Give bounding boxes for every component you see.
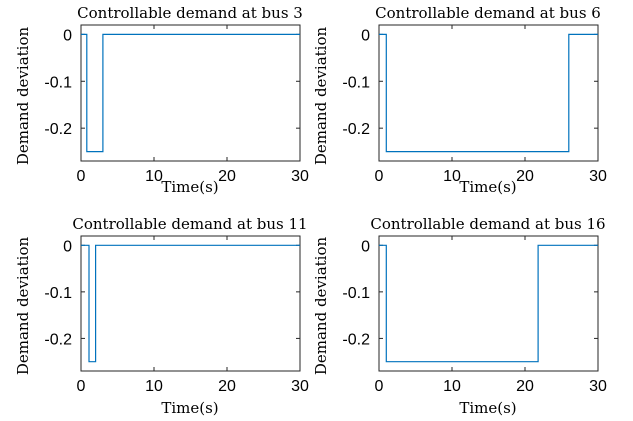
subplot-bus-16: Controllable demand at bus 16 Demand dev… — [312, 215, 607, 417]
y-tick-label: 0 — [361, 27, 370, 44]
y-axis-label: Demand deviation — [14, 27, 32, 166]
subplot-bus-6: Controllable demand at bus 6 Demand devi… — [312, 4, 607, 196]
x-tick-label: 20 — [218, 168, 236, 185]
series-line — [81, 244, 300, 363]
chart-title: Controllable demand at bus 16 — [370, 215, 605, 233]
x-axis-label: Time(s) — [161, 399, 218, 417]
y-axis-label: Demand deviation — [312, 237, 330, 376]
chart-title: Controllable demand at bus 6 — [375, 4, 601, 22]
y-tick-label: -0.2 — [342, 331, 370, 348]
x-tick-label: 20 — [218, 378, 236, 395]
x-tick-label: 20 — [516, 168, 534, 185]
subplot-bus-3: Controllable demand at bus 3 Demand devi… — [14, 4, 309, 196]
x-axis-label: Time(s) — [161, 178, 218, 196]
x-tick-label: 10 — [145, 168, 163, 185]
axes-frame — [378, 235, 599, 372]
y-tick-label: -0.2 — [44, 331, 72, 348]
series-line — [379, 244, 598, 363]
chart-title: Controllable demand at bus 3 — [77, 4, 303, 22]
x-tick-label: 0 — [77, 168, 86, 185]
x-axis-label: Time(s) — [459, 178, 516, 196]
y-tick-label: -0.2 — [44, 121, 72, 138]
x-tick-label: 20 — [516, 378, 534, 395]
x-axis-label: Time(s) — [459, 399, 516, 417]
axes-frame — [80, 235, 301, 372]
axes-frame — [378, 24, 599, 162]
series-line — [379, 33, 598, 153]
x-tick-label: 10 — [443, 168, 461, 185]
y-axis-label: Demand deviation — [14, 237, 32, 376]
y-axis-label: Demand deviation — [312, 27, 330, 166]
x-tick-label: 10 — [443, 378, 461, 395]
y-tick-label: -0.2 — [342, 121, 370, 138]
y-tick-label: -0.1 — [342, 285, 370, 302]
x-tick-label: 30 — [589, 378, 607, 395]
x-tick-label: 0 — [77, 378, 86, 395]
x-tick-label: 30 — [291, 378, 309, 395]
x-tick-label: 10 — [145, 378, 163, 395]
x-tick-label: 0 — [375, 168, 384, 185]
x-tick-label: 30 — [589, 168, 607, 185]
y-tick-label: -0.1 — [44, 285, 72, 302]
x-tick-label: 30 — [291, 168, 309, 185]
y-tick-label: 0 — [63, 27, 72, 44]
chart-title: Controllable demand at bus 11 — [72, 215, 307, 233]
x-tick-label: 0 — [375, 378, 384, 395]
subplot-bus-11: Controllable demand at bus 11 Demand dev… — [14, 215, 309, 417]
y-tick-label: 0 — [63, 238, 72, 255]
y-tick-label: 0 — [361, 238, 370, 255]
axes-frame — [80, 24, 301, 162]
y-tick-label: -0.1 — [342, 74, 370, 91]
y-tick-label: -0.1 — [44, 74, 72, 91]
series-line — [81, 33, 300, 153]
